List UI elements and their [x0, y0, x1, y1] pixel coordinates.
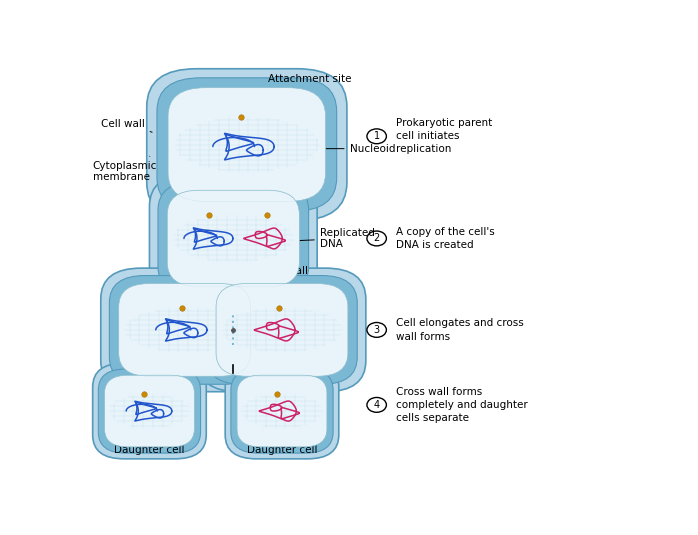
FancyBboxPatch shape: [168, 190, 299, 287]
FancyBboxPatch shape: [105, 375, 195, 447]
Text: A copy of the cell's
DNA is created: A copy of the cell's DNA is created: [396, 227, 494, 250]
FancyBboxPatch shape: [98, 369, 200, 453]
Text: Cross wall: Cross wall: [238, 266, 308, 312]
FancyBboxPatch shape: [93, 363, 207, 459]
FancyBboxPatch shape: [168, 88, 326, 201]
FancyBboxPatch shape: [207, 276, 357, 384]
FancyBboxPatch shape: [147, 68, 347, 220]
FancyBboxPatch shape: [237, 375, 327, 447]
Text: 4: 4: [373, 400, 380, 410]
Text: Attachment site: Attachment site: [244, 74, 352, 115]
Text: Daughter cell: Daughter cell: [114, 445, 185, 455]
FancyBboxPatch shape: [198, 268, 366, 392]
Text: Cell wall: Cell wall: [101, 119, 152, 132]
Text: 2: 2: [373, 233, 380, 243]
FancyBboxPatch shape: [225, 363, 339, 459]
Text: Cell elongates and cross
wall forms: Cell elongates and cross wall forms: [396, 318, 524, 341]
FancyBboxPatch shape: [231, 369, 333, 453]
FancyBboxPatch shape: [101, 268, 269, 392]
FancyBboxPatch shape: [158, 182, 309, 295]
Text: Replicated
DNA: Replicated DNA: [274, 228, 375, 249]
Text: 1: 1: [373, 131, 380, 141]
Text: Cytoplasmic
membrane: Cytoplasmic membrane: [93, 156, 157, 182]
FancyBboxPatch shape: [157, 78, 336, 211]
Text: Prokaryotic parent
cell initiates
replication: Prokaryotic parent cell initiates replic…: [396, 118, 492, 155]
FancyBboxPatch shape: [110, 276, 260, 384]
Text: Nucleoid: Nucleoid: [263, 144, 395, 154]
Text: Daughter cell: Daughter cell: [246, 445, 318, 455]
FancyBboxPatch shape: [149, 174, 317, 303]
FancyBboxPatch shape: [216, 284, 348, 376]
Text: Cross wall forms
completely and daughter
cells separate: Cross wall forms completely and daughter…: [396, 387, 528, 423]
Text: 3: 3: [373, 325, 380, 335]
FancyBboxPatch shape: [119, 284, 251, 376]
